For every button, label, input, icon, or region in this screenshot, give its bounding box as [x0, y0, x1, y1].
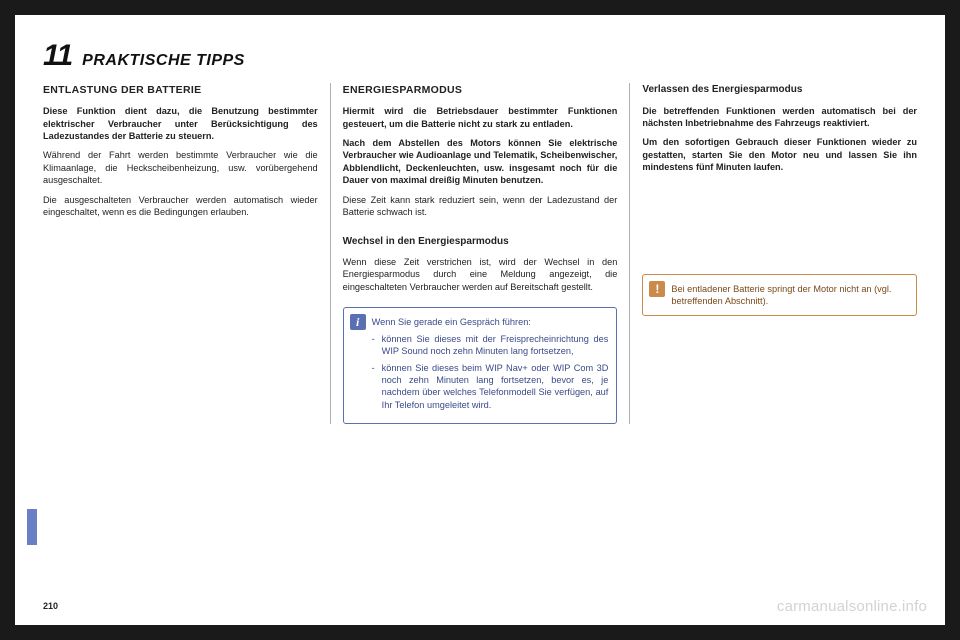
col2-p1: Hiermit wird die Betriebsdauer bestimmte… [343, 105, 618, 130]
page-header: 11 PRAKTISCHE TIPPS [43, 39, 917, 73]
col3-p2: Um den sofortigen Gebrauch dieser Funkti… [642, 136, 917, 173]
watermark: carmanualsonline.info [777, 598, 927, 615]
col1-p2: Während der Fahrt werden bestimmte Verbr… [43, 149, 318, 186]
col2-p4: Wenn diese Zeit verstrichen ist, wird de… [343, 256, 618, 293]
section-title-energysave: ENERGIESPARMODUS [343, 83, 618, 97]
col1-p1: Diese Funktion dient dazu, die Benutzung… [43, 105, 318, 142]
warning-text: Bei entladener Batterie springt der Moto… [671, 283, 908, 308]
column-2: ENERGIESPARMODUS Hiermit wird die Betrie… [331, 83, 631, 424]
col1-p3: Die ausgeschalteten Verbraucher werden a… [43, 194, 318, 219]
callout-intro: Wenn Sie gerade ein Gespräch führen: [372, 316, 609, 328]
section-title-battery: ENTLASTUNG DER BATTERIE [43, 83, 318, 97]
col3-p1: Die betreffenden Funktionen werden autom… [642, 105, 917, 130]
info-callout: i Wenn Sie gerade ein Gespräch führen: k… [343, 307, 618, 424]
col2-p3: Diese Zeit kann stark reduziert sein, we… [343, 194, 618, 219]
manual-page: 11 PRAKTISCHE TIPPS ENTLASTUNG DER BATTE… [15, 15, 945, 625]
page-number: 210 [43, 601, 58, 611]
callout-item: können Sie dieses mit der Freisprecheinr… [372, 333, 609, 358]
chapter-number: 11 [43, 39, 72, 73]
callout-list: können Sie dieses mit der Freisprecheinr… [372, 333, 609, 412]
warning-icon: ! [649, 281, 665, 297]
content-columns: ENTLASTUNG DER BATTERIE Diese Funktion d… [43, 83, 917, 424]
col2-p2: Nach dem Abstellen des Motors können Sie… [343, 137, 618, 187]
subsection-exit-mode: Verlassen des Energiesparmodus [642, 83, 917, 97]
warning-callout: ! Bei entladener Batterie springt der Mo… [642, 274, 917, 317]
info-icon: i [350, 314, 366, 330]
subsection-enter-mode: Wechsel in den Energiesparmodus [343, 235, 618, 249]
column-3: Verlassen des Energiesparmodus Die betre… [630, 83, 917, 424]
section-tab [27, 509, 37, 545]
column-1: ENTLASTUNG DER BATTERIE Diese Funktion d… [43, 83, 331, 424]
chapter-title: PRAKTISCHE TIPPS [82, 52, 245, 70]
callout-item: können Sie dieses beim WIP Nav+ oder WIP… [372, 362, 609, 412]
